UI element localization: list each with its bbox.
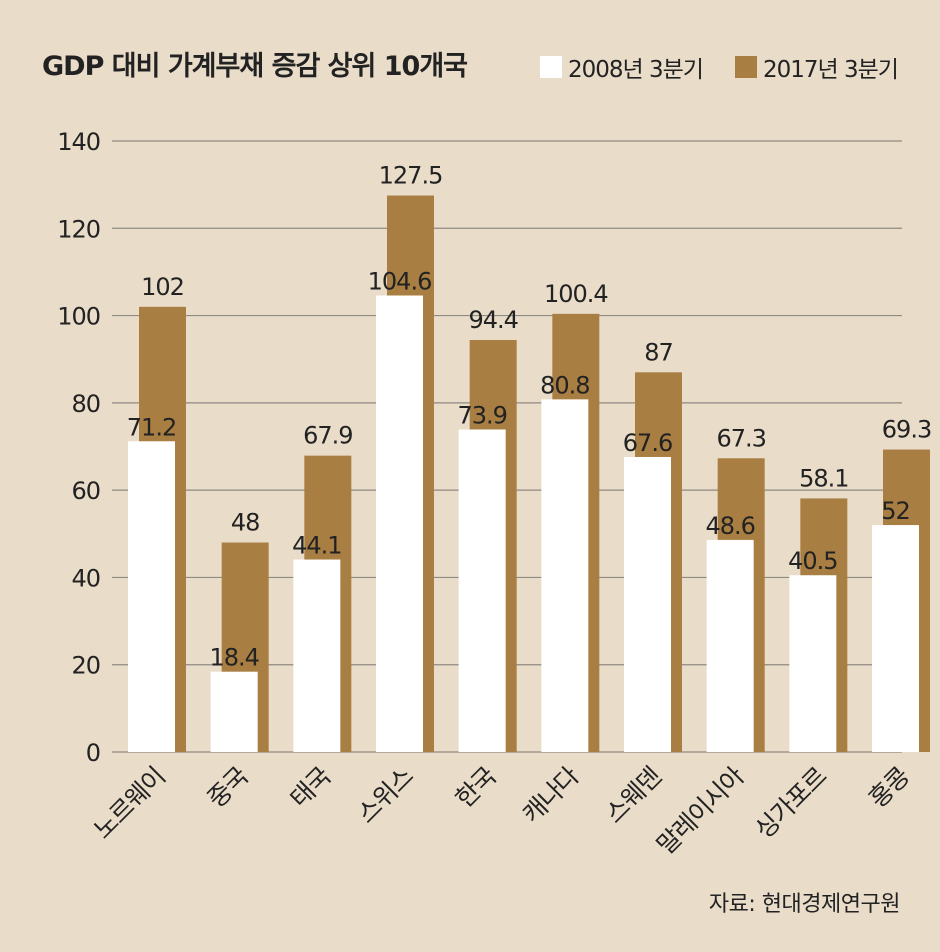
legend-item-2008: 2008년 3분기 xyxy=(540,50,704,84)
data-label-2017: 58.1 xyxy=(799,464,848,492)
data-label-2017: 127.5 xyxy=(379,162,443,190)
data-label-2017: 67.9 xyxy=(303,422,352,450)
x-tick-label: 스웨덴 xyxy=(600,762,667,829)
data-label-2008: 48.6 xyxy=(705,512,754,540)
y-tick-label: 0 xyxy=(86,739,100,767)
x-tick-label: 말레이시아 xyxy=(651,761,750,860)
y-tick-label: 140 xyxy=(57,128,100,156)
bar-2008 xyxy=(210,671,258,752)
y-tick-label: 60 xyxy=(71,477,100,505)
bar-2008 xyxy=(706,539,754,752)
y-tick-label: 100 xyxy=(57,303,100,331)
bar-2008 xyxy=(541,399,589,752)
data-label-2008: 71.2 xyxy=(127,413,176,441)
x-tick-label: 싱가포르 xyxy=(749,762,832,845)
data-label-2008: 52 xyxy=(881,497,910,525)
x-tick-label: 한국 xyxy=(450,762,502,814)
data-label-2008: 104.6 xyxy=(368,267,432,295)
legend-label-2008: 2008년 3분기 xyxy=(568,57,704,83)
data-label-2008: 73.9 xyxy=(457,401,506,429)
chart-title: GDP 대비 가계부채 증감 상위 10개국 xyxy=(42,51,468,82)
data-label-2008: 44.1 xyxy=(292,532,341,560)
data-label-2017: 67.3 xyxy=(716,424,765,452)
bar-2008 xyxy=(293,559,341,752)
bar-2008 xyxy=(624,456,671,752)
legend-swatch-2008 xyxy=(540,56,562,78)
data-label-2017: 94.4 xyxy=(468,306,517,334)
bar-2008 xyxy=(458,429,506,752)
bar-2008 xyxy=(872,525,919,752)
source-note: 자료: 현대경제연구원 xyxy=(708,892,901,917)
legend-item-2017: 2017년 3분기 xyxy=(735,50,899,84)
data-label-2017: 48 xyxy=(231,509,260,537)
x-tick-label: 태국 xyxy=(284,762,336,814)
bar-2008 xyxy=(376,295,423,752)
x-tick-label: 스위스 xyxy=(352,762,419,829)
x-tick-label: 캐나다 xyxy=(517,761,585,829)
data-label-2017: 87 xyxy=(644,338,673,366)
y-tick-label: 80 xyxy=(71,390,100,418)
data-label-2017: 102 xyxy=(141,273,184,301)
x-tick-label: 중국 xyxy=(202,762,254,814)
y-tick-label: 20 xyxy=(71,652,100,680)
y-tick-label: 40 xyxy=(71,564,100,592)
x-tick-label: 홍콩 xyxy=(863,762,915,814)
data-label-2008: 18.4 xyxy=(209,644,258,672)
legend-swatch-2017 xyxy=(735,56,757,78)
data-label-2017: 100.4 xyxy=(544,280,608,308)
y-tick-label: 120 xyxy=(57,215,100,243)
x-tick-label: 노르웨이 xyxy=(88,762,171,845)
data-label-2008: 40.5 xyxy=(788,547,837,575)
data-label-2008: 67.6 xyxy=(623,429,672,457)
bar-2008 xyxy=(789,575,837,752)
data-label-2017: 69.3 xyxy=(882,416,931,444)
legend-label-2017: 2017년 3분기 xyxy=(763,57,899,83)
data-label-2008: 80.8 xyxy=(540,371,589,399)
bar-2008 xyxy=(128,441,175,752)
